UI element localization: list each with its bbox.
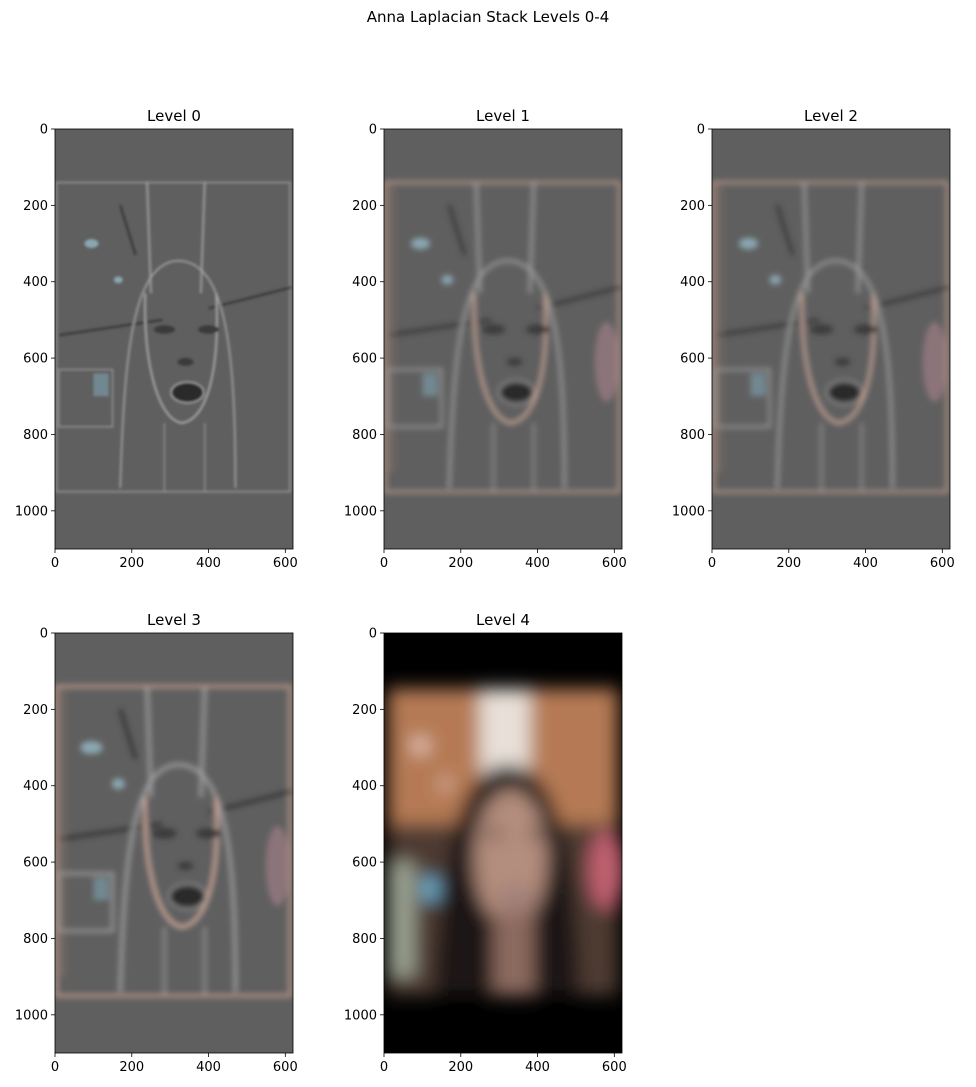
panel-image: [384, 633, 622, 1053]
y-tick-label: 400: [352, 779, 377, 794]
y-tick-label: 400: [352, 275, 377, 290]
x-tick-label: 200: [448, 556, 473, 571]
panel-title: Level 3: [147, 611, 201, 629]
y-tick-label: 800: [23, 932, 48, 947]
axes-frame: [711, 128, 951, 550]
x-tick-label: 400: [196, 556, 221, 571]
panel-image: [712, 129, 950, 549]
panels: 0 200 400 600 0 200 400 600 800 1000 Level 0 0 200 40…: [15, 107, 955, 1075]
y-tick-label: 200: [23, 199, 48, 214]
panel-level-1: 0 200 400 600 0 200 400 600 800 1000 Level 1: [344, 107, 627, 571]
y-tick-label: 600: [352, 856, 377, 871]
x-tick-label: 0: [380, 1060, 388, 1075]
y-tick-label: 1000: [344, 1008, 377, 1023]
x-tick-label: 200: [776, 556, 801, 571]
x-tick-label: 400: [525, 556, 550, 571]
y-tick-label: 800: [352, 932, 377, 947]
y-tick-label: 800: [680, 428, 705, 443]
y-tick-label: 0: [369, 123, 377, 138]
panel-level-3: 0 200 400 600 0 200 400 600 800 1000 Level 3: [15, 611, 298, 1075]
y-tick-label: 0: [697, 123, 705, 138]
axes-frame: [54, 632, 294, 1054]
x-tick-label: 600: [930, 556, 955, 571]
panel-title: Level 0: [147, 107, 201, 125]
x-tick-label: 400: [196, 1060, 221, 1075]
panel-title: Level 2: [804, 107, 858, 125]
y-tick-label: 800: [23, 428, 48, 443]
x-tick-label: 400: [525, 1060, 550, 1075]
x-tick-label: 600: [602, 1060, 627, 1075]
x-tick-label: 200: [448, 1060, 473, 1075]
axes-frame: [54, 128, 294, 550]
y-tick-label: 200: [352, 703, 377, 718]
x-tick-label: 200: [119, 556, 144, 571]
y-tick-label: 0: [40, 627, 48, 642]
x-tick-label: 200: [119, 1060, 144, 1075]
y-tick-label: 600: [23, 352, 48, 367]
y-tick-label: 600: [23, 856, 48, 871]
y-tick-label: 0: [369, 627, 377, 642]
figure-title: Anna Laplacian Stack Levels 0-4: [367, 8, 610, 26]
y-tick-label: 800: [352, 428, 377, 443]
x-tick-label: 600: [602, 556, 627, 571]
x-tick-label: 400: [853, 556, 878, 571]
y-tick-label: 0: [40, 123, 48, 138]
panel-image: [384, 129, 622, 549]
y-tick-label: 600: [680, 352, 705, 367]
axes-frame: [383, 128, 623, 550]
y-tick-label: 1000: [672, 504, 705, 519]
y-tick-label: 200: [23, 703, 48, 718]
x-tick-label: 0: [380, 556, 388, 571]
panel-title: Level 1: [476, 107, 530, 125]
x-tick-label: 0: [708, 556, 716, 571]
y-tick-label: 600: [352, 352, 377, 367]
y-tick-label: 200: [352, 199, 377, 214]
y-tick-label: 1000: [344, 504, 377, 519]
y-tick-label: 200: [680, 199, 705, 214]
y-tick-label: 1000: [15, 1008, 48, 1023]
panel-image: [55, 633, 293, 1053]
panel-title: Level 4: [476, 611, 530, 629]
x-tick-label: 600: [273, 1060, 298, 1075]
panel-level-2: 0 200 400 600 0 200 400 600 800 1000 Level 2: [672, 107, 955, 571]
panel-level-4: 0 200 400 600 0 200 400 600 800 1000 Level 4: [344, 611, 627, 1075]
x-tick-label: 0: [51, 1060, 59, 1075]
x-tick-label: 0: [51, 556, 59, 571]
axes-frame: [383, 632, 623, 1054]
panel-image: [55, 129, 293, 549]
x-tick-label: 600: [273, 556, 298, 571]
panel-level-0: 0 200 400 600 0 200 400 600 800 1000 Level 0: [15, 107, 298, 571]
y-tick-label: 400: [23, 275, 48, 290]
y-tick-label: 1000: [15, 504, 48, 519]
y-tick-label: 400: [23, 779, 48, 794]
y-tick-label: 400: [680, 275, 705, 290]
